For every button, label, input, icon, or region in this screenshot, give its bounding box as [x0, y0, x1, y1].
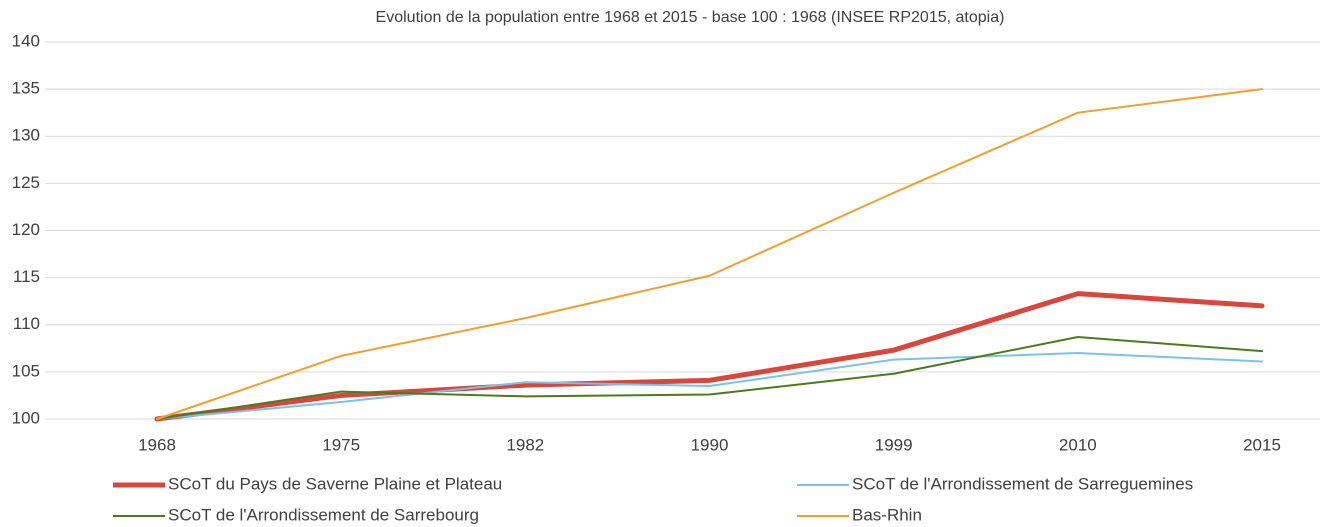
y-tick-label: 135: [12, 79, 40, 98]
x-tick-label: 1999: [875, 435, 913, 454]
y-tick-label: 115: [13, 267, 40, 286]
y-tick-label: 100: [12, 408, 40, 427]
x-tick-label: 1968: [138, 435, 176, 454]
x-tick-label: 2010: [1059, 435, 1097, 454]
series-line: [156, 336, 1263, 420]
series-line: [156, 88, 1263, 420]
legend-label: Bas-Rhin: [852, 505, 922, 524]
y-tick-label: 110: [13, 314, 40, 333]
chart-title: Evolution de la population entre 1968 et…: [376, 9, 1005, 26]
legend-label: SCoT du Pays de Saverne Plaine et Platea…: [168, 474, 502, 493]
legend-label: SCoT de l'Arrondissement de Sarrebourg: [168, 505, 479, 524]
y-tick-label: 140: [12, 31, 40, 50]
x-tick-label: 2015: [1243, 435, 1281, 454]
x-tick-label: 1982: [506, 435, 544, 454]
legend-label: SCoT de l'Arrondissement de Sarreguemine…: [852, 474, 1193, 493]
series-line: [156, 352, 1263, 420]
y-tick-label: 125: [12, 173, 40, 192]
y-tick-label: 105: [12, 361, 40, 380]
x-tick-label: 1975: [322, 435, 360, 454]
y-tick-label: 120: [12, 220, 40, 239]
x-tick-label: 1990: [691, 435, 729, 454]
y-tick-label: 130: [12, 126, 40, 145]
series-line: [154, 291, 1265, 422]
